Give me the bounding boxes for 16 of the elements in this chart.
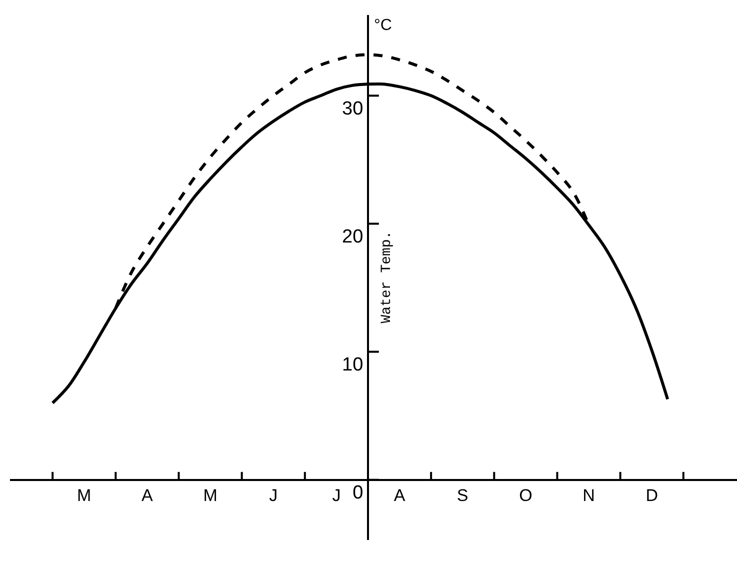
x-tick-label: M <box>203 486 218 506</box>
x-tick-label: S <box>456 486 468 506</box>
y-tick-label: 30 <box>342 98 364 120</box>
x-tick-label: A <box>142 486 154 506</box>
x-tick-label: O <box>519 486 532 506</box>
annotation: °C <box>374 17 392 34</box>
y-tick-label: 0 <box>352 482 364 504</box>
y-tick-label: 20 <box>342 226 364 248</box>
x-tick-label: A <box>394 486 406 506</box>
x-tick-label: M <box>77 486 92 506</box>
y-tick-label: 10 <box>342 354 364 376</box>
x-tick-label: N <box>582 486 595 506</box>
y-axis-title: Water Temp. <box>379 230 396 324</box>
x-tick-label: D <box>646 486 658 506</box>
x-tick-label: J <box>332 486 341 506</box>
x-tick-label: J <box>269 486 278 506</box>
